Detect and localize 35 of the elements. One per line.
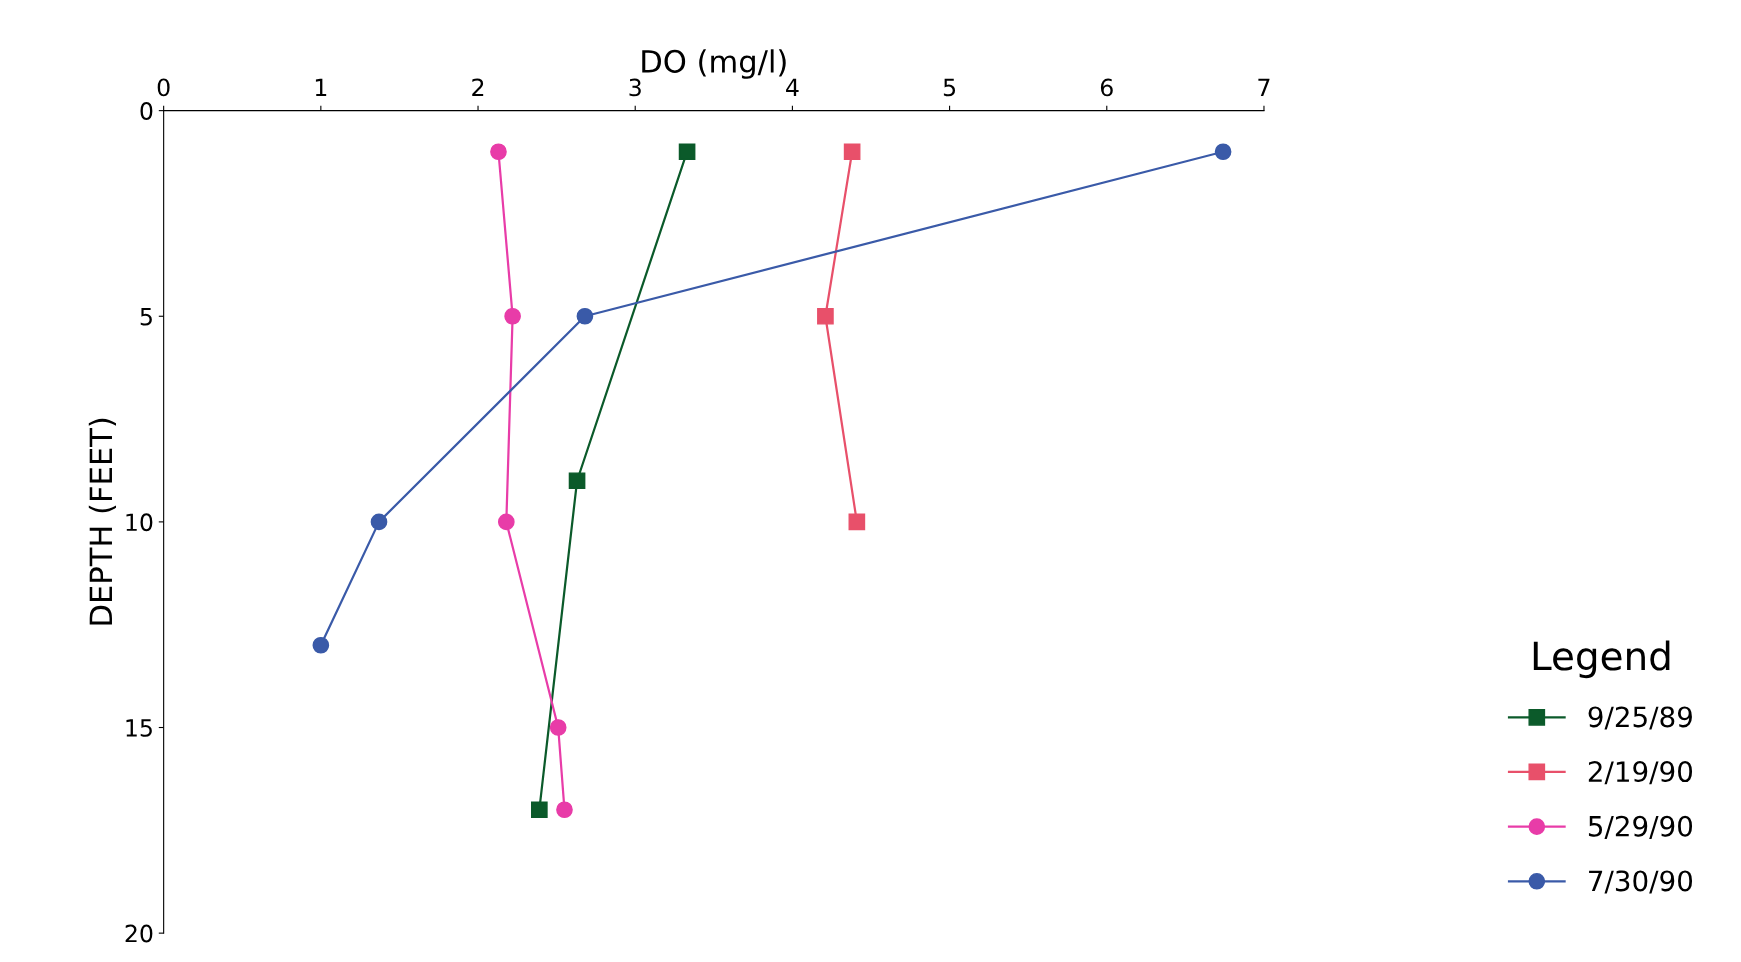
y-tick-label: 0 — [140, 102, 153, 120]
y-axis-title: DEPTH (FEET) — [88, 418, 117, 625]
y-tick-label: 10 — [126, 513, 153, 532]
point — [490, 143, 507, 161]
x-tick-label: 3 — [629, 78, 641, 97]
legend-label: 9/25/89 — [1588, 706, 1692, 730]
point — [370, 513, 388, 531]
x-tick-label: 0 — [157, 78, 170, 97]
point — [549, 719, 567, 736]
legend-label: 2/19/90 — [1588, 761, 1693, 785]
y-tick-label: 20 — [125, 924, 153, 943]
y-tick-label: 5 — [140, 308, 152, 326]
x-tick-label: 5 — [943, 78, 956, 97]
x-tick-label: 6 — [1100, 78, 1113, 97]
x-axis-title: DO (mg/l) — [642, 49, 786, 79]
point — [530, 801, 548, 819]
point — [504, 307, 521, 325]
point — [848, 513, 866, 531]
point — [576, 307, 594, 325]
x-tick-label: 1 — [315, 78, 327, 96]
point — [843, 143, 861, 161]
point — [312, 636, 330, 654]
x-tick-label: 7 — [1258, 78, 1270, 96]
x-tick-label: 4 — [786, 78, 799, 96]
legend-label: 5/29/90 — [1588, 815, 1693, 839]
point — [678, 143, 696, 161]
legend-label: 7/30/90 — [1589, 870, 1693, 894]
point — [1214, 143, 1232, 161]
point — [817, 307, 834, 325]
legend-title: Legend — [1533, 640, 1670, 679]
x-tick-label: 2 — [472, 78, 484, 96]
point — [568, 472, 586, 490]
point — [497, 513, 515, 531]
point — [556, 801, 573, 819]
y-tick-label: 15 — [126, 719, 152, 737]
